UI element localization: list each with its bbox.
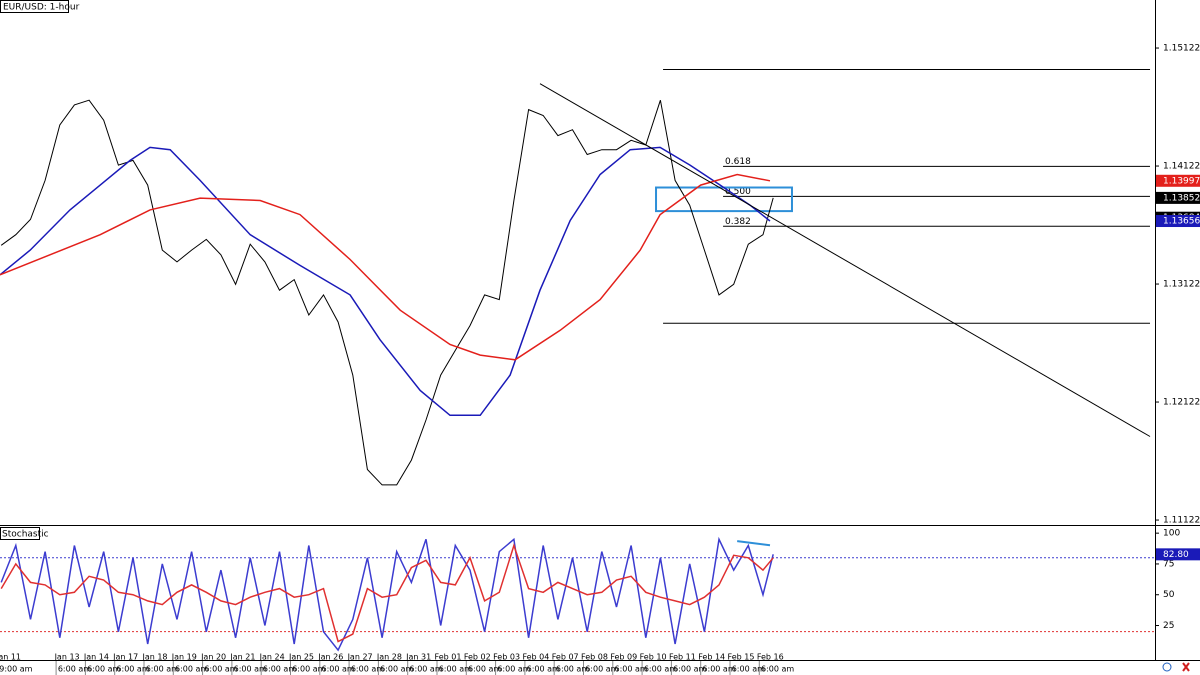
x-tick-label: Feb 02 <box>464 653 491 662</box>
x-time-label: 6:00 am <box>87 665 120 674</box>
x-time-label: 6:00 am <box>497 665 530 674</box>
x-time-label: 6:00 am <box>116 665 149 674</box>
series-line <box>0 146 771 417</box>
x-time-label: 6:00 am <box>263 665 296 674</box>
y-tick-label: 1.14122 <box>1163 162 1200 172</box>
toolbar-icons[interactable] <box>1162 662 1190 672</box>
x-time-label: 6:00 am <box>204 665 237 674</box>
y-tick-label: 1.11122 <box>1163 516 1200 526</box>
x-tick-label: Jan 11 <box>0 653 21 662</box>
x-time-label: 6:00 am <box>292 665 325 674</box>
x-time-label: 6:00 am <box>58 665 91 674</box>
chart-title: EUR/USD: 1-hour <box>3 3 80 13</box>
x-tick-label: Jan 26 <box>317 653 343 662</box>
x-tick-label: Jan 25 <box>288 653 314 662</box>
x-tick-label: Feb 14 <box>698 653 725 662</box>
last-value-tag-box <box>1156 215 1200 228</box>
x-time-label: 6:00 am <box>409 665 442 674</box>
x-tick-label: Jan 14 <box>83 653 109 662</box>
last-value-tag: 1.13656 <box>1163 217 1200 227</box>
trend-line <box>737 540 771 547</box>
y-tick-label: 100 <box>1163 529 1180 539</box>
y-tick-label: 1.12122 <box>1163 398 1200 408</box>
y-tick-label: 1.15122 <box>1163 44 1200 54</box>
x-tick-label: Jan 18 <box>141 653 167 662</box>
x-time-label: 6:00 am <box>527 665 560 674</box>
y-tick-label: 25 <box>1163 621 1174 631</box>
trend-line <box>539 83 1151 437</box>
fib-label: 0.382 <box>725 217 751 227</box>
x-time-label: 6:00 am <box>702 665 735 674</box>
x-time-label: 6:00 am <box>556 665 589 674</box>
series-line <box>0 173 771 361</box>
x-time-label: 6:00 am <box>351 665 384 674</box>
last-value-tag: 1.13997 <box>1163 176 1200 186</box>
x-tick-label: Feb 11 <box>669 653 696 662</box>
y-tick-label: 1.13122 <box>1163 280 1200 290</box>
current-tag-box <box>1156 548 1200 561</box>
last-value-tag: 1.13852 <box>1163 193 1200 203</box>
current-tag: 82.80 <box>1163 550 1189 560</box>
x-tick-label: Feb 01 <box>435 653 462 662</box>
fib-label: 0.618 <box>725 157 751 167</box>
x-tick-label: Jan 17 <box>112 653 138 662</box>
x-tick-label: Feb 07 <box>552 653 579 662</box>
x-tick-label: Feb 15 <box>728 653 755 662</box>
x-time-label: 9:00 am <box>0 665 33 674</box>
series-line <box>0 99 774 486</box>
x-time-label: 6:00 am <box>234 665 267 674</box>
link-icon[interactable] <box>1162 662 1172 672</box>
series-line <box>0 543 774 643</box>
y-tick-label: 75 <box>1163 559 1174 569</box>
x-time-label: 6:00 am <box>673 665 706 674</box>
x-time-label: 6:00 am <box>380 665 413 674</box>
x-time-label: 6:00 am <box>439 665 472 674</box>
x-time-label: 6:00 am <box>322 665 355 674</box>
x-tick-label: Feb 08 <box>581 653 608 662</box>
x-tick-label: Jan 13 <box>54 653 80 662</box>
x-tick-label: Jan 21 <box>229 653 255 662</box>
x-time-label: 6:00 am <box>175 665 208 674</box>
x-time-label: 6:00 am <box>761 665 794 674</box>
last-value-tag-box <box>1156 191 1200 204</box>
x-time-label: 6:00 am <box>644 665 677 674</box>
x-time-label: 6:00 am <box>146 665 179 674</box>
close-icon[interactable] <box>1182 662 1190 672</box>
series-line <box>0 536 774 652</box>
y-tick-label: 50 <box>1163 590 1175 600</box>
title-box <box>0 0 69 13</box>
x-time-label: 6:00 am <box>468 665 501 674</box>
fib-label: 0.500 <box>725 187 751 197</box>
x-time-label: 6:00 am <box>585 665 618 674</box>
x-time-label: 6:00 am <box>732 665 765 674</box>
x-tick-label: Jan 27 <box>347 653 373 662</box>
last-value-tag-box <box>1156 174 1200 187</box>
x-tick-label: Jan 19 <box>171 653 197 662</box>
x-tick-label: Feb 09 <box>610 653 637 662</box>
x-tick-label: Jan 28 <box>376 653 402 662</box>
x-tick-label: Jan 31 <box>405 653 431 662</box>
x-tick-label: Feb 03 <box>493 653 520 662</box>
panel-title-box <box>0 527 40 540</box>
x-tick-label: Feb 16 <box>757 653 784 662</box>
x-tick-label: Jan 20 <box>200 653 226 662</box>
x-tick-label: Feb 10 <box>640 653 667 662</box>
panel-title: Stochastic <box>2 530 49 540</box>
x-time-label: 6:00 am <box>615 665 648 674</box>
x-tick-label: Jan 24 <box>259 653 285 662</box>
x-tick-label: Feb 04 <box>522 653 549 662</box>
